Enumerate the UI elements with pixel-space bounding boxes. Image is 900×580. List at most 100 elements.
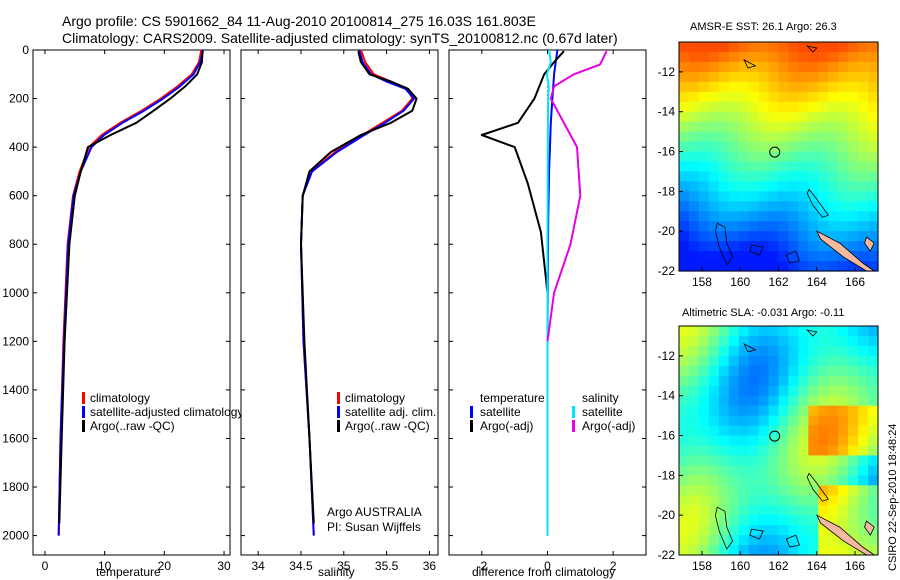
sst-map-cell [778, 111, 790, 123]
sla-map-cell [768, 375, 780, 387]
sst-map-cell [778, 81, 790, 93]
depth-tick-label-7: 1400 [2, 383, 29, 397]
sla-map-cell [738, 355, 750, 367]
sst-map-cell [738, 121, 750, 133]
sla-map-cell [758, 445, 770, 457]
sst-map-cell [768, 261, 780, 272]
sst-map-cell [748, 141, 760, 153]
sla-map-cell [868, 335, 879, 347]
sst-map-cell [868, 91, 879, 103]
sst-map-cell [868, 211, 879, 222]
sst-map-cell [868, 111, 879, 123]
sla-map-cell [858, 535, 869, 546]
sst-map-cell [788, 161, 799, 173]
sst-map-cell [718, 111, 730, 123]
sla-map-cell [798, 415, 809, 427]
timestamp-stamp: CSIRO 22-Sep-2010 18:48:24 [887, 424, 899, 571]
sla-map-cell [818, 445, 829, 457]
sla-map-title: Altimetric SLA: -0.031 Argo: -0.11 [682, 307, 844, 319]
sst-map-cell [858, 201, 869, 212]
sla-map-cell [808, 525, 819, 536]
sst-map-cell [748, 191, 760, 202]
sst-map-cell [679, 211, 690, 222]
sla-map-cell [688, 415, 700, 427]
sla-map-cell [848, 395, 859, 407]
sst-map-cell [848, 211, 859, 222]
sst-map-cell [848, 231, 859, 242]
sla-map-cell [788, 345, 799, 357]
sla-map-cell [848, 445, 859, 457]
sla-map-cell [848, 345, 859, 357]
sla-map-cell [808, 505, 819, 516]
sla-map-cell [868, 365, 879, 377]
sst-map-cell [868, 251, 879, 262]
sla-map-cell [688, 525, 700, 536]
legend-heading-salinity: salinity [582, 391, 619, 405]
sst-map-cell [868, 221, 879, 232]
legend-label-climatology: climatology [345, 391, 405, 405]
sla-map-cell [679, 375, 690, 387]
sst-map-cell [798, 71, 809, 83]
sst-map-cell [828, 81, 839, 93]
sla-map-cell [708, 355, 720, 367]
sla-map-cell [788, 395, 799, 407]
sla-map-cell [828, 375, 839, 387]
sst-map-cell [828, 201, 839, 212]
sla-map-cell [788, 355, 799, 367]
sst-map-cell [738, 61, 750, 73]
sla-map-cell [738, 345, 750, 357]
legend-swatch-salinity-argo [572, 420, 575, 432]
sla-map-cell [679, 545, 690, 556]
sla-map-cell [818, 465, 829, 476]
sla-map-cell [788, 545, 799, 556]
sst-map-cell [808, 161, 819, 173]
sla-map-cell [718, 375, 730, 387]
sst-map-cell [838, 42, 849, 53]
sst-map-cell [768, 71, 780, 83]
sla-map-cell [858, 525, 869, 536]
sla-map-cell [868, 495, 879, 506]
sla-map-cell [828, 515, 839, 526]
sla-map-cell [788, 475, 799, 486]
sst-map-cell [828, 51, 839, 63]
sst-map-cell [679, 251, 690, 262]
sla-map-cell [868, 475, 879, 486]
sst-map-cell [778, 71, 790, 83]
sla-map-cell [708, 425, 720, 437]
sla-map-cell [708, 485, 720, 496]
sst-map-cell [738, 221, 750, 232]
sst-map-cell [718, 201, 730, 212]
sst-map-cell [698, 171, 710, 182]
sst-map-cell [838, 201, 849, 212]
sst-map-cell [868, 161, 879, 173]
sst-map-cell [679, 171, 690, 182]
sla-map-cell [738, 545, 750, 556]
sla-map-cell [798, 425, 809, 437]
sla-map-cell [708, 335, 720, 347]
sla-map-cell [838, 515, 849, 526]
sst-map-cell [808, 181, 819, 192]
sla-map-cell [679, 495, 690, 506]
sla-map-cell [768, 415, 780, 427]
difference-profile-panel: difference from climatology temperature … [448, 49, 647, 579]
sst-map-cell [778, 211, 790, 222]
sst-map-cell [778, 221, 790, 232]
sst-map-cell [728, 101, 740, 113]
sst-map-cell [778, 151, 790, 163]
sla-map-cell [698, 525, 710, 536]
sla-map-cell [768, 395, 780, 407]
sst-map-cell [768, 191, 780, 202]
sla-map-cell [828, 405, 839, 417]
legend-label-satellite: satellite-adjusted climatology [90, 405, 243, 419]
sla-map-cell [698, 455, 710, 466]
sst-map-cell [808, 231, 819, 242]
sst-map-cell [818, 121, 829, 133]
sla-map-cell [748, 335, 760, 347]
sst-map-cell [728, 191, 740, 202]
sla-map-cell [828, 335, 839, 347]
sla-map-cell [688, 505, 700, 516]
sla-map-cell [698, 385, 710, 397]
sst-map-cell [858, 51, 869, 63]
sst-map-title: AMSR-E SST: 26.1 Argo: 26.3 [690, 21, 837, 33]
sst-map-cell [818, 161, 829, 173]
